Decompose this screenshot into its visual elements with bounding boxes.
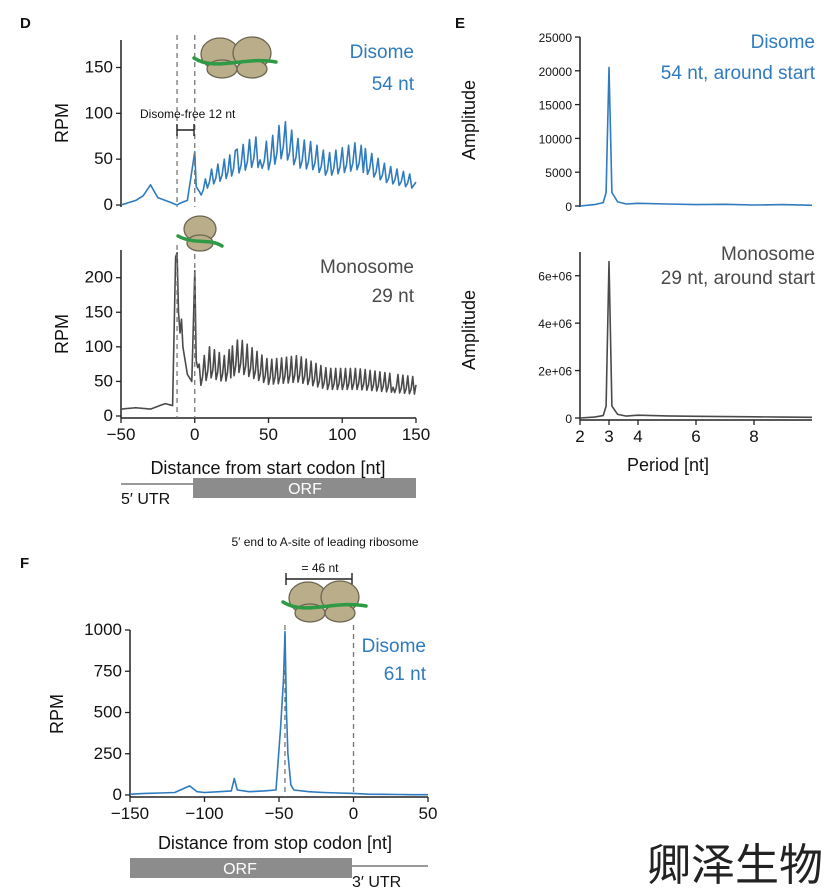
d-orf-bar: [193, 478, 416, 498]
e-bottom-monosome-series-line: [579, 260, 813, 419]
f-y-tick-label: 0: [113, 785, 122, 804]
d-bottom-y-tick-label: 50: [94, 371, 113, 390]
e-top-y-tick-label: 10000: [539, 132, 573, 146]
f-legend-length: 61 nt: [384, 664, 427, 685]
e-top-legend-length: 54 nt, around start: [661, 63, 816, 84]
disome-free-annotation: Disome-free 12 nt: [140, 107, 236, 121]
f-orf-bar: [130, 858, 352, 878]
f-x-tick-label: −150: [111, 804, 149, 823]
e-top-y-label: Amplitude: [459, 80, 479, 160]
panel-letter-e: E: [455, 15, 465, 32]
e-bottom-x-ticks: 2 3 4 6 8: [575, 420, 759, 446]
d-top-disome-series-line: [120, 121, 417, 206]
d-bottom-y-label: RPM: [52, 314, 72, 354]
e-bottom-x-tick-label: 6: [691, 427, 700, 446]
f-y-tick-label: 750: [94, 661, 122, 680]
f-x-tick-label: −50: [265, 804, 294, 823]
f-x-tick-label: 50: [419, 804, 438, 823]
f-disome-series-line: [129, 630, 428, 796]
e-bottom-legend-length: 29 nt, around start: [661, 268, 816, 289]
e-bottom-y-tick-label: 4e+06: [538, 317, 572, 331]
d-bottom-y-tick-label: 100: [85, 337, 113, 356]
d-utr-label: 5′ UTR: [121, 491, 170, 508]
f-x-tick-label: 0: [349, 804, 358, 823]
d-bottom-guide-lines: [176, 245, 196, 418]
d-bottom-monosome-series-line: [120, 252, 417, 410]
disome-ribosome-icon: [281, 580, 368, 623]
e-top-y-ticks: 0 5000 10000 15000 20000 25000: [539, 31, 580, 214]
e-x-axis-label: Period [nt]: [627, 455, 709, 475]
f-legend-name: Disome: [362, 636, 426, 657]
d-x-axis-label: Distance from start codon [nt]: [150, 458, 385, 478]
f-utr-label: 3′ UTR: [352, 874, 401, 891]
e-bottom-y-tick-label: 2e+06: [538, 365, 572, 379]
d-bottom-x-tick-label: −50: [107, 425, 136, 444]
d-bottom-y-tick-label: 200: [85, 268, 113, 287]
f-y-tick-label: 250: [94, 744, 122, 763]
disome-ribosome-icon: [192, 36, 278, 79]
f-x-tick-label: −100: [185, 804, 223, 823]
f-y-tick-label: 1000: [84, 620, 122, 639]
monosome-ribosome-icon: [176, 215, 224, 252]
e-top-legend-name: Disome: [751, 32, 815, 53]
f-x-ticks: −150 −100 −50 0 50: [111, 797, 438, 823]
d-top-y-ticks: 0 50 100 150: [85, 58, 121, 214]
watermark-text: 卿泽生物: [647, 840, 823, 891]
d-top-guide-lines: [176, 35, 196, 207]
e-bottom-y-ticks: 0 2e+06 4e+06 6e+06: [538, 270, 580, 426]
e-top-y-tick-label: 20000: [539, 65, 573, 79]
e-bottom-x-tick-label: 2: [575, 427, 584, 446]
f-y-label: RPM: [47, 694, 67, 734]
d-bottom-x-tick-label: 150: [402, 425, 430, 444]
d-top-legend-name: Disome: [350, 42, 414, 63]
f-x-axis-label: Distance from stop codon [nt]: [158, 833, 392, 853]
d-bottom-x-ticks: −50 0 50 100 150: [107, 418, 430, 444]
panel-letter-f: F: [20, 555, 29, 572]
e-bottom-x-tick-label: 8: [749, 427, 758, 446]
f-orf-label: ORF: [223, 861, 257, 878]
a-site-annotation: 5′ end to A-site of leading ribosome: [231, 535, 418, 549]
f-y-ticks: 0 250 500 750 1000: [84, 620, 130, 804]
panel-letter-d: D: [20, 15, 31, 32]
d-top-y-tick-label: 150: [85, 58, 113, 77]
e-top-y-tick-label: 5000: [545, 166, 572, 180]
e-bottom-x-tick-label: 4: [633, 427, 642, 446]
e-bottom-x-tick-label: 3: [604, 427, 613, 446]
d-top-legend-length: 54 nt: [372, 74, 415, 95]
e-top-y-tick-label: 15000: [539, 99, 573, 113]
d-top-y-tick-label: 100: [85, 103, 113, 122]
d-top-y-tick-label: 0: [104, 195, 113, 214]
f-guide-lines: [284, 625, 355, 797]
e-bottom-y-tick-label: 0: [565, 412, 572, 426]
d-bottom-x-tick-label: 0: [190, 425, 199, 444]
d-bottom-y-tick-label: 150: [85, 302, 113, 321]
d-bottom-y-tick-label: 0: [104, 406, 113, 425]
f-y-tick-label: 500: [94, 703, 122, 722]
d-orf-label: ORF: [288, 481, 322, 498]
e-bottom-y-tick-label: 6e+06: [538, 270, 572, 284]
e-bottom-y-label: Amplitude: [459, 290, 479, 370]
d-bottom-legend-length: 29 nt: [372, 286, 415, 307]
e-top-disome-series-line: [579, 66, 813, 207]
a-site-distance-label: = 46 nt: [301, 561, 339, 575]
d-bottom-x-tick-label: 50: [259, 425, 278, 444]
d-top-y-label: RPM: [52, 103, 72, 143]
e-top-y-tick-label: 25000: [539, 31, 573, 45]
d-bottom-legend-name: Monosome: [320, 257, 414, 278]
d-bottom-y-ticks: 0 50 100 150 200: [85, 268, 121, 425]
d-top-y-tick-label: 50: [94, 149, 113, 168]
e-top-y-tick-label: 0: [565, 200, 572, 214]
d-bottom-x-tick-label: 100: [328, 425, 356, 444]
e-bottom-legend-name: Monosome: [721, 244, 815, 265]
